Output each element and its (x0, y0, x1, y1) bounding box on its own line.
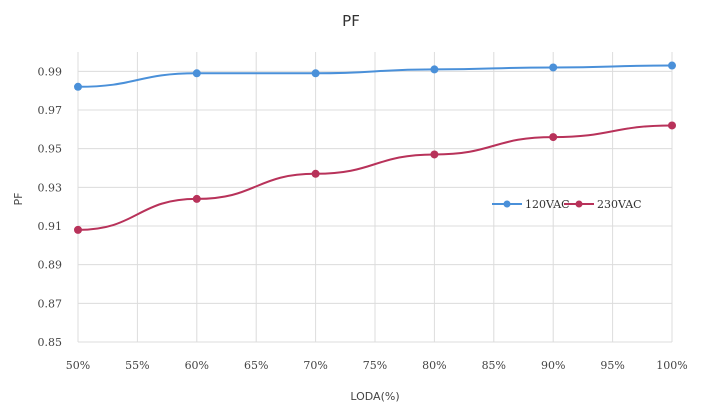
legend-marker-230VAC (575, 200, 583, 208)
data-point-120VAC (549, 63, 558, 72)
data-point-120VAC (668, 61, 676, 70)
y-tick-label: 0.85 (38, 336, 63, 349)
data-point-230VAC (311, 169, 320, 178)
y-tick-label: 0.95 (38, 143, 63, 156)
series-line-230VAC (77, 124, 673, 231)
x-tick-label: 65% (244, 359, 268, 372)
data-point-230VAC (192, 194, 201, 203)
data-point-120VAC (74, 82, 82, 91)
x-tick-label: 80% (422, 359, 446, 372)
legend-label-230VAC: 230VAC (597, 198, 642, 211)
y-tick-label: 0.97 (38, 104, 63, 117)
y-tick-label: 0.91 (38, 220, 63, 233)
legend-marker-120VAC (503, 200, 511, 208)
y-tick-label: 0.87 (38, 297, 63, 310)
legend-label-120VAC: 120VAC (525, 198, 570, 211)
y-tick-label: 0.93 (38, 181, 63, 194)
y-tick-label: 0.99 (38, 65, 63, 78)
data-point-230VAC (430, 150, 439, 159)
x-tick-label: 50% (66, 359, 90, 372)
data-point-120VAC (430, 65, 439, 74)
x-tick-label: 75% (363, 359, 387, 372)
x-axis-label: LODA(%) (350, 390, 399, 403)
x-tick-label: 70% (303, 359, 327, 372)
legend: 120VAC 230VAC (492, 198, 642, 211)
y-axis-ticks: 0.85 0.87 0.89 0.91 0.93 0.95 0.97 0.99 (38, 65, 63, 349)
x-tick-label: 100% (656, 359, 687, 372)
data-point-120VAC (311, 69, 320, 78)
data-point-230VAC (668, 121, 676, 130)
grid (77, 52, 673, 343)
x-tick-label: 60% (185, 359, 209, 372)
chart-title: PF (342, 12, 360, 30)
series-lines (74, 61, 676, 234)
x-tick-label: 55% (125, 359, 149, 372)
y-axis-label: PF (12, 193, 25, 206)
series-line-120VAC (77, 64, 673, 88)
x-tick-label: 95% (600, 359, 624, 372)
x-tick-label: 85% (482, 359, 506, 372)
data-point-120VAC (192, 69, 201, 78)
y-tick-label: 0.89 (38, 259, 63, 272)
x-tick-label: 90% (541, 359, 565, 372)
data-point-230VAC (549, 133, 558, 142)
x-axis-ticks: 50% 55% 60% 65% 70% 75% 80% 85% 90% 95% 100% (66, 359, 688, 372)
data-point-230VAC (74, 225, 82, 234)
